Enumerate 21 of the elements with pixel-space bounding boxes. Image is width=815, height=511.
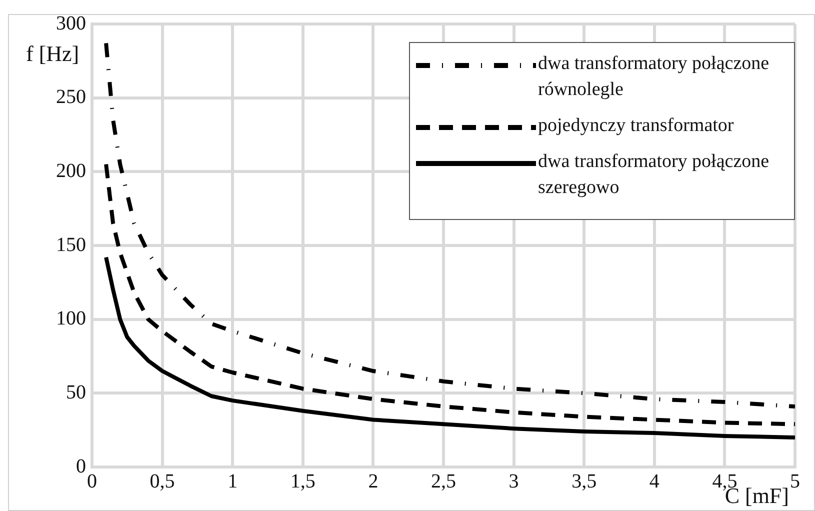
legend-label: dwa transformatory połączone równolegle <box>538 52 770 102</box>
legend-label: dwa transformatory połączone szeregowo <box>538 150 770 200</box>
line-series <box>104 41 795 408</box>
x-tick-label: 1,5 <box>290 470 316 492</box>
x-tick-label: 0,5 <box>150 470 175 492</box>
y-tick-label: 250 <box>56 86 86 108</box>
y-tick-label: 50 <box>66 381 86 404</box>
legend-label: pojedynczy transformator <box>538 114 735 138</box>
x-tick-label: 2 <box>368 470 378 492</box>
x-tick-label: 3 <box>508 470 519 492</box>
x-tick-label: 4 <box>649 470 660 492</box>
y-tick-label: 0 <box>76 455 86 478</box>
x-tick-label: 2,5 <box>431 470 456 492</box>
y-tick-label: 100 <box>56 308 86 330</box>
x-tick-label: 1 <box>228 470 238 492</box>
x-tick-label: 3,5 <box>572 470 597 492</box>
y-tick-label: 150 <box>56 234 86 256</box>
y-tick-label: 300 <box>56 12 86 34</box>
y-tick-label: 200 <box>56 160 86 182</box>
x-tick-label: 5 <box>790 470 800 492</box>
y-axis-title: f [Hz] <box>26 40 80 66</box>
